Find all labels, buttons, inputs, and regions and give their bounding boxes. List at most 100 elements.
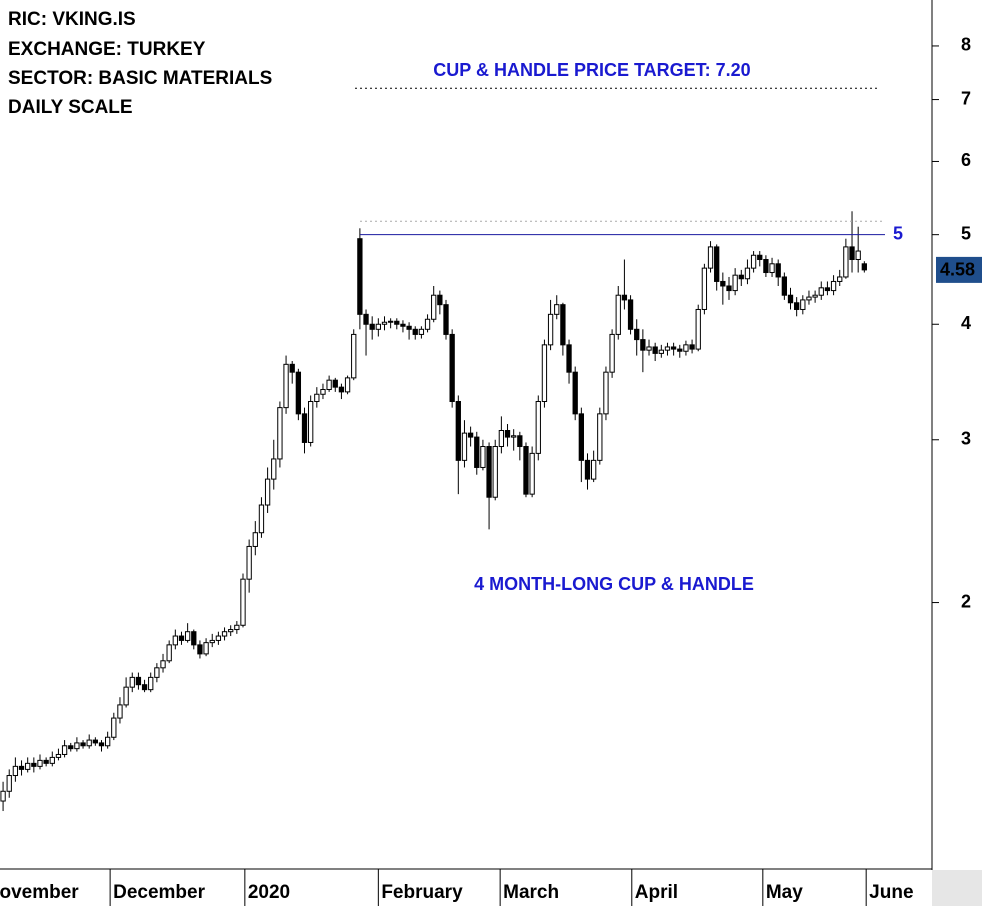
candle [209,633,215,648]
info-text: RIC: VKING.IS [8,9,136,30]
candle [738,269,744,286]
candle-body [658,349,664,354]
candle [117,697,123,724]
candle [61,740,68,758]
candle [12,757,19,782]
candle-body [732,274,738,292]
candle [418,326,425,339]
candle [621,259,628,310]
candle [437,290,443,315]
y-tick-label: 8 [961,35,971,55]
y-tick-label: 5 [961,223,971,243]
candle-body [111,717,117,738]
candle [369,316,375,340]
y-tick-label: 7 [961,88,971,108]
candle-body [824,287,831,292]
candle-body [541,344,548,402]
candle-body [498,430,505,448]
candle-body [449,333,455,402]
candle [658,344,664,358]
candle [55,748,62,761]
candle-body [191,631,197,646]
candle [572,366,578,421]
candle [775,259,781,286]
candle [806,290,812,305]
candle-body [504,430,511,438]
candle-body [480,446,486,468]
candle-body [314,393,320,402]
candle [412,326,418,340]
candle [178,631,185,645]
candle [135,672,142,690]
candle-body [252,532,258,547]
candle-body [203,642,209,655]
candle-body [258,504,265,534]
candle [338,383,345,400]
candle [707,241,714,273]
candle [492,439,498,501]
candle-body [80,742,86,747]
candle-body [98,742,105,747]
candle-body [818,287,824,296]
candle-body [486,446,492,498]
candle-body [357,238,363,315]
candle [363,309,369,356]
candle [861,261,867,273]
candle-body [344,377,351,393]
candle [523,442,529,498]
candle-body [375,323,381,330]
candle [504,424,511,447]
candle-body [794,302,800,310]
y-tick-label: 3 [961,429,971,449]
candle [455,395,461,495]
candle [578,407,584,483]
candle-body [584,459,591,480]
candle [830,275,837,296]
candle [584,453,591,490]
candle [627,295,634,335]
candle [166,640,172,664]
candle-body [49,756,55,764]
candle [431,285,437,323]
candle-body [61,745,68,755]
candle [818,281,824,300]
x-tick-label: 2020 [248,882,290,903]
candle-body [209,639,215,644]
candle [769,257,775,277]
corner-box [932,870,982,906]
candle-body [129,676,135,688]
candle-body [714,246,720,282]
candle [726,276,732,300]
candle-body [197,644,203,655]
candle-body [806,296,812,301]
candle [258,497,265,538]
candle-body [141,684,148,691]
candle-body [0,790,6,802]
candle-body [750,254,757,269]
candle-body [529,452,535,495]
candle-body [326,379,332,391]
candle-body [812,294,818,298]
candle-body [849,246,855,261]
candle [646,339,652,356]
candle [37,754,43,770]
candle [511,429,517,451]
candle-body [837,276,843,282]
candle [6,769,12,798]
candle [326,375,332,392]
candle-body [25,762,31,770]
candle [467,426,474,447]
candle [92,737,99,746]
candle-body [652,346,658,354]
candle-body [172,635,178,646]
candle-body [800,299,806,310]
candle [720,272,726,305]
candle-body [55,753,62,758]
candle [394,318,400,330]
candle-body [701,267,708,310]
candle-body [394,320,400,325]
candle [480,439,486,471]
last-price-box [936,256,982,283]
candle [98,740,105,752]
